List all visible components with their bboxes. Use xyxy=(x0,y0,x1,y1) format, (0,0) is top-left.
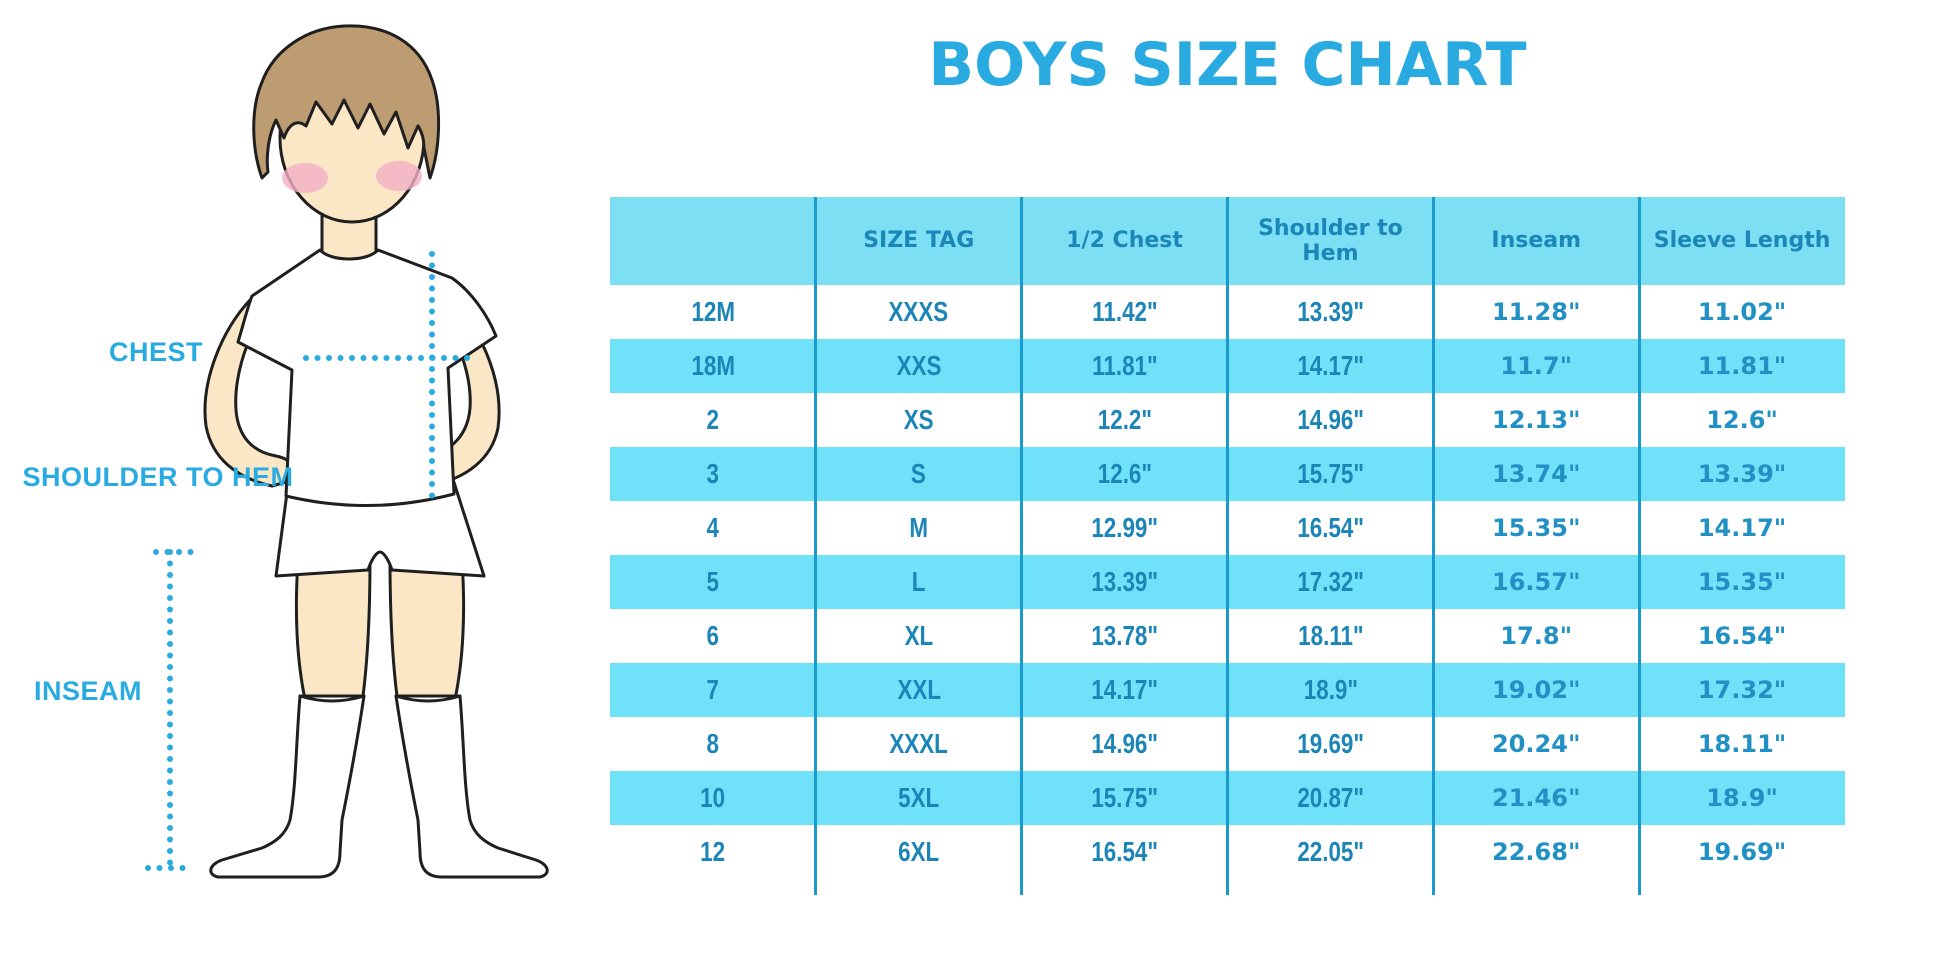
tag-cell: XXS xyxy=(896,350,942,381)
sleeve-cell: 15.35" xyxy=(1697,568,1787,596)
shoulder_to_hem-cell: 20.87" xyxy=(1297,782,1364,813)
sleeve-cell: 13.39" xyxy=(1697,460,1787,488)
shoulder_to_hem-cell: 22.05" xyxy=(1297,836,1364,867)
shoulder_to_hem-cell: 18.11" xyxy=(1297,620,1364,651)
size-cell: 8 xyxy=(706,728,720,759)
shoulder-to-hem-label: SHOULDER TO HEM xyxy=(22,462,293,492)
inseam-cell: 19.02" xyxy=(1492,676,1581,704)
tag-cell: XL xyxy=(904,620,934,651)
inseam-cell: 11.28" xyxy=(1492,298,1581,326)
inseam-cell: 21.46" xyxy=(1492,784,1581,812)
half-chest-header: 1/2 Chest xyxy=(1066,228,1183,254)
half_chest-cell: 12.99" xyxy=(1091,512,1158,543)
size-cell: 4 xyxy=(706,512,720,543)
boy-left-sock xyxy=(209,694,366,879)
column-divider xyxy=(1226,197,1229,895)
half_chest-cell: 11.42" xyxy=(1091,296,1158,327)
half_chest-cell: 13.78" xyxy=(1091,620,1158,651)
boy-hair xyxy=(252,24,441,180)
boy-blush-left xyxy=(282,163,328,193)
shoulder_to_hem-cell: 18.9" xyxy=(1303,674,1358,705)
column-divider xyxy=(1431,197,1435,895)
boy-illustration: CHEST SHOULDER TO HEM INSEAM xyxy=(22,24,549,879)
size-cell: 10 xyxy=(700,782,726,813)
size-cell: 6 xyxy=(706,620,720,651)
size-cell: 12M xyxy=(691,296,735,327)
half_chest-cell: 14.96" xyxy=(1091,728,1158,759)
tag-cell: 6XL xyxy=(898,836,940,867)
boy-left-leg xyxy=(294,558,372,706)
shoulder_to_hem-cell: 17.32" xyxy=(1297,566,1364,597)
shoulder_to_hem-cell: 14.96" xyxy=(1297,404,1364,435)
size-cell: 5 xyxy=(706,566,720,597)
half_chest-cell: 16.54" xyxy=(1091,836,1158,867)
inseam-cell: 17.8" xyxy=(1500,622,1573,650)
tag-cell: M xyxy=(909,512,929,543)
sleeve-cell: 18.9" xyxy=(1706,784,1778,812)
inseam-cell: 15.35" xyxy=(1492,514,1581,542)
shoulder_to_hem-cell: 19.69" xyxy=(1297,728,1364,759)
shoulder_to_hem-cell: 16.54" xyxy=(1297,512,1364,543)
column-divider xyxy=(814,197,818,895)
inseam-cell: 16.57" xyxy=(1492,568,1581,596)
page-title: BOYS SIZE CHART xyxy=(928,30,1527,100)
inseam-cell: 12.13" xyxy=(1492,406,1581,434)
size-tag-header: SIZE TAG xyxy=(863,228,975,254)
size-cell: 3 xyxy=(706,458,720,489)
sleeve-length-header: Sleeve Length xyxy=(1653,228,1831,254)
half_chest-cell: 14.17" xyxy=(1091,674,1158,705)
tag-cell: XXXL xyxy=(889,728,948,759)
tag-cell: XXXS xyxy=(888,296,949,327)
tag-cell: S xyxy=(911,458,927,489)
inseam-header: Inseam xyxy=(1491,228,1582,254)
inseam-cell: 11.7" xyxy=(1500,352,1573,380)
sleeve-cell: 18.11" xyxy=(1697,730,1787,758)
sleeve-cell: 14.17" xyxy=(1697,514,1787,542)
boy-right-sock-band xyxy=(394,694,462,703)
boy-right-sock xyxy=(394,694,549,879)
boy-blush-right xyxy=(376,161,422,191)
tag-cell: XS xyxy=(903,404,934,435)
inseam-cell: 20.24" xyxy=(1492,730,1581,758)
sleeve-cell: 16.54" xyxy=(1697,622,1787,650)
column-divider xyxy=(1637,197,1641,895)
tag-cell: L xyxy=(911,566,926,597)
sleeve-cell: 19.69" xyxy=(1697,838,1787,866)
half_chest-cell: 12.2" xyxy=(1097,404,1152,435)
inseam-label: INSEAM xyxy=(34,676,142,706)
size-table: SIZE TAG 1/2 Chest Shoulder to Hem Inseam Sl… xyxy=(610,197,1845,895)
size-cell: 12 xyxy=(700,836,726,867)
tag-cell: 5XL xyxy=(898,782,940,813)
sleeve-cell: 11.02" xyxy=(1697,298,1787,326)
size-cell: 7 xyxy=(706,674,720,705)
shoulder_to_hem-cell: 15.75" xyxy=(1297,458,1364,489)
shoulder_to_hem-cell: 14.17" xyxy=(1297,350,1364,381)
boy-right-leg xyxy=(388,558,466,706)
half_chest-cell: 15.75" xyxy=(1091,782,1158,813)
shoulder_to_hem-cell: 13.39" xyxy=(1297,296,1364,327)
size-cell: 2 xyxy=(706,404,720,435)
half_chest-cell: 13.39" xyxy=(1091,566,1158,597)
tag-cell: XXL xyxy=(896,674,941,705)
half_chest-cell: 11.81" xyxy=(1091,350,1158,381)
size-header xyxy=(610,197,816,285)
column-divider xyxy=(1020,197,1024,895)
chest-label: CHEST xyxy=(109,337,203,367)
half_chest-cell: 12.6" xyxy=(1097,458,1152,489)
sleeve-cell: 12.6" xyxy=(1706,406,1778,434)
shoulder-to-hem-header: Shoulder to Hem xyxy=(1258,215,1403,266)
size-cell: 18M xyxy=(691,350,735,381)
inseam-cell: 13.74" xyxy=(1492,460,1581,488)
sleeve-cell: 17.32" xyxy=(1697,676,1787,704)
sleeve-cell: 11.81" xyxy=(1697,352,1787,380)
boy-left-sock-band xyxy=(298,694,366,703)
inseam-cell: 22.68" xyxy=(1492,838,1581,866)
